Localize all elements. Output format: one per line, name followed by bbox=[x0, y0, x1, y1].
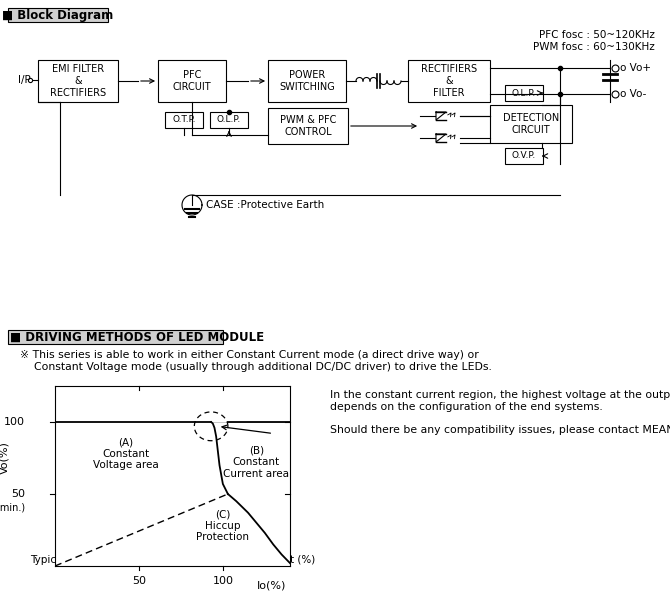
Text: O.L.P.: O.L.P. bbox=[512, 88, 536, 98]
Text: PFC fosc : 50~120KHz
PWM fosc : 60~130KHz: PFC fosc : 50~120KHz PWM fosc : 60~130KH… bbox=[533, 30, 655, 52]
Text: RECTIFIERS
&
FILTER: RECTIFIERS & FILTER bbox=[421, 64, 477, 98]
Text: 50: 50 bbox=[11, 489, 25, 499]
Text: I/P: I/P bbox=[18, 75, 31, 85]
Text: ※ This series is able to work in either Constant Current mode (a direct drive wa: ※ This series is able to work in either … bbox=[20, 350, 492, 371]
Text: (B)
Constant
Current area: (B) Constant Current area bbox=[223, 446, 289, 479]
Text: PFC
CIRCUIT: PFC CIRCUIT bbox=[173, 70, 211, 92]
Bar bbox=[505, 148, 543, 164]
Bar bbox=[8, 330, 223, 344]
Text: Typical output current normalized by rated current (%): Typical output current normalized by rat… bbox=[30, 555, 315, 565]
Bar bbox=[38, 60, 118, 102]
Text: (C)
Hiccup
Protection: (C) Hiccup Protection bbox=[196, 509, 249, 542]
Text: o Vo+: o Vo+ bbox=[620, 63, 651, 73]
Bar bbox=[408, 60, 490, 102]
Text: O.T.P.: O.T.P. bbox=[172, 116, 196, 124]
Text: (min.): (min.) bbox=[0, 502, 25, 513]
Bar bbox=[8, 8, 108, 22]
Text: Vo(%): Vo(%) bbox=[0, 442, 9, 474]
Text: CASE :Protective Earth: CASE :Protective Earth bbox=[206, 200, 324, 210]
Text: PWM & PFC
CONTROL: PWM & PFC CONTROL bbox=[280, 115, 336, 137]
Text: (A)
Constant
Voltage area: (A) Constant Voltage area bbox=[92, 437, 158, 470]
Bar bbox=[268, 60, 346, 102]
Text: o Vo-: o Vo- bbox=[620, 89, 647, 99]
Text: 100: 100 bbox=[4, 417, 25, 427]
Text: DETECTION
CIRCUIT: DETECTION CIRCUIT bbox=[503, 113, 559, 135]
Bar bbox=[268, 108, 348, 144]
Text: O.L.P.: O.L.P. bbox=[217, 116, 241, 124]
Text: Io(%): Io(%) bbox=[257, 581, 287, 590]
Text: ■ Block Diagram: ■ Block Diagram bbox=[3, 8, 114, 21]
Text: POWER
SWITCHING: POWER SWITCHING bbox=[279, 70, 335, 92]
Text: EMI FILTER
&
RECTIFIERS: EMI FILTER & RECTIFIERS bbox=[50, 64, 106, 98]
Text: ■ DRIVING METHODS OF LED MODULE: ■ DRIVING METHODS OF LED MODULE bbox=[10, 330, 264, 344]
Bar bbox=[490, 105, 572, 143]
Text: 50: 50 bbox=[132, 576, 146, 586]
Bar bbox=[210, 112, 248, 128]
Bar bbox=[505, 85, 543, 101]
Text: O.V.P.: O.V.P. bbox=[512, 152, 536, 161]
Bar bbox=[158, 60, 226, 102]
Bar bbox=[165, 112, 203, 128]
Text: 100: 100 bbox=[212, 576, 233, 586]
Text: In the constant current region, the highest voltage at the output of the driver
: In the constant current region, the high… bbox=[330, 390, 670, 435]
